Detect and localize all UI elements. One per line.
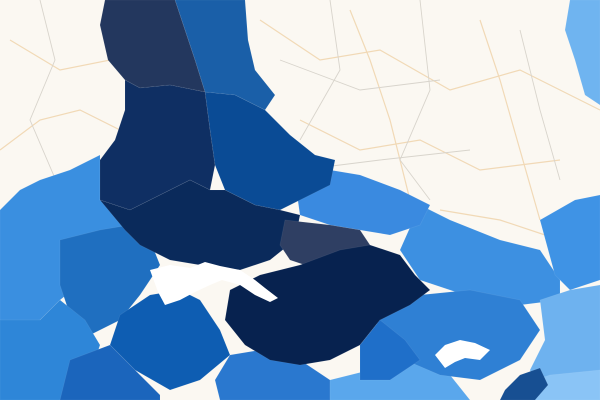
region-center-east[interactable] <box>294 169 431 236</box>
region-east-edge[interactable] <box>539 194 600 291</box>
region-east-top[interactable] <box>564 0 600 106</box>
region-core-darkest[interactable] <box>224 244 431 366</box>
region-central-dark[interactable] <box>98 179 301 271</box>
lake-east-icon <box>435 340 490 368</box>
basemap-roads <box>0 9 600 381</box>
lakes <box>150 262 490 368</box>
region-southeast-dark[interactable] <box>499 367 549 400</box>
region-east-mid[interactable] <box>399 204 561 306</box>
region-far-southeast[interactable] <box>529 284 600 400</box>
region-north-central[interactable] <box>204 91 336 211</box>
region-south-low[interactable] <box>59 344 161 400</box>
region-west-central[interactable] <box>59 224 161 336</box>
lake-central-icon <box>150 262 278 305</box>
basemap-borders <box>29 0 561 201</box>
region-center-south[interactable] <box>359 319 421 381</box>
